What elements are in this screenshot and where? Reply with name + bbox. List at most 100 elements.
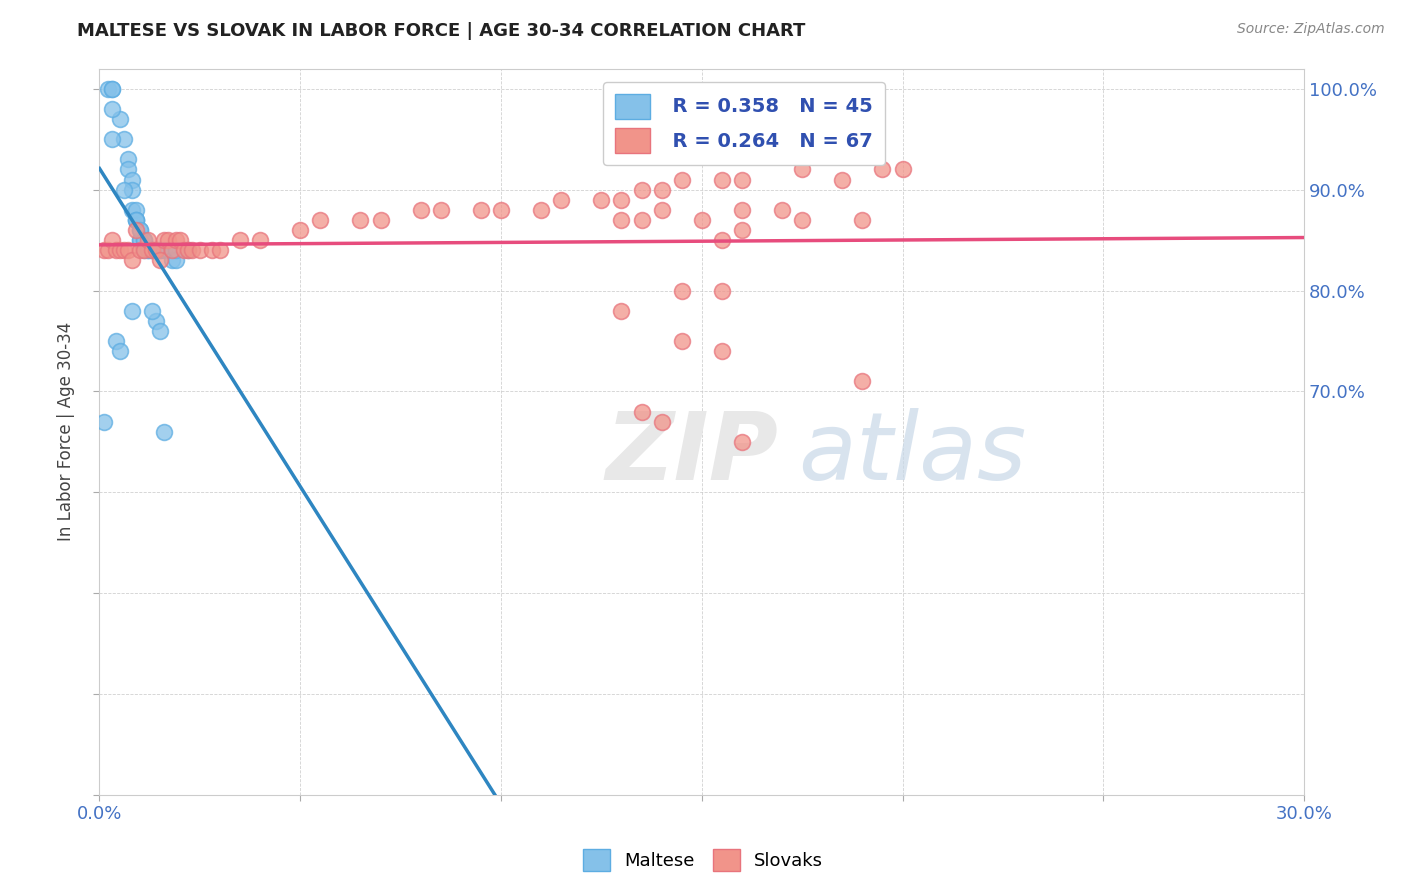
Point [160,243,183,257]
Point [173,243,195,257]
Point [132,233,155,247]
Point [149,253,172,268]
Point [132,233,155,247]
Point [349,213,371,227]
Point [145,314,167,328]
Point [671,284,693,298]
Point [108,344,131,359]
Point [128,243,150,257]
Point [530,202,553,217]
Point [731,223,754,237]
Point [792,162,814,177]
Text: MALTESE VS SLOVAK IN LABOR FORCE | AGE 30-34 CORRELATION CHART: MALTESE VS SLOVAK IN LABOR FORCE | AGE 3… [77,22,806,40]
Point [136,243,159,257]
Point [430,202,453,217]
Point [630,213,652,227]
Point [165,253,187,268]
Point [180,243,202,257]
Point [208,243,231,257]
Point [851,213,873,227]
Point [710,344,733,359]
Point [249,233,271,247]
Point [550,193,572,207]
Point [177,243,200,257]
Point [169,233,191,247]
Point [731,172,754,186]
Point [100,81,122,95]
Point [141,303,163,318]
Point [165,243,187,257]
Point [160,253,183,268]
Point [128,223,150,237]
Point [124,223,146,237]
Point [610,213,633,227]
Point [229,233,252,247]
Point [149,324,172,338]
Point [121,303,143,318]
Point [104,334,127,348]
Point [121,172,143,186]
Text: atlas: atlas [799,408,1026,500]
Point [409,202,432,217]
Point [470,202,492,217]
Point [128,233,150,247]
Point [124,213,146,227]
Point [792,213,814,227]
Point [93,415,115,429]
Point [100,132,122,146]
Point [610,303,633,318]
Point [651,183,673,197]
Point [891,162,914,177]
Point [489,202,512,217]
Point [93,243,115,257]
Point [690,213,713,227]
Point [156,243,179,257]
Point [630,183,652,197]
Legend: Maltese, Slovaks: Maltese, Slovaks [575,842,831,879]
Point [112,132,135,146]
Point [121,183,143,197]
Point [132,243,155,257]
Point [149,243,172,257]
Point [188,243,211,257]
Point [710,284,733,298]
Point [100,81,122,95]
Text: ZIP: ZIP [606,408,779,500]
Point [731,434,754,449]
Point [112,183,135,197]
Point [108,112,131,126]
Point [370,213,392,227]
Point [136,243,159,257]
Point [651,415,673,429]
Point [710,233,733,247]
Point [201,243,224,257]
Point [128,223,150,237]
Point [104,243,127,257]
Point [145,243,167,257]
Point [96,243,118,257]
Point [177,243,200,257]
Point [132,243,155,257]
Point [872,162,894,177]
Point [124,202,146,217]
Point [128,233,150,247]
Point [671,172,693,186]
Point [100,233,122,247]
Point [117,243,139,257]
Point [100,102,122,116]
Point [117,162,139,177]
Point [124,213,146,227]
Y-axis label: In Labor Force | Age 30-34: In Labor Force | Age 30-34 [58,322,75,541]
Point [145,243,167,257]
Point [136,233,159,247]
Point [651,202,673,217]
Point [152,243,174,257]
Point [156,233,179,247]
Point [141,243,163,257]
Point [290,223,312,237]
Point [710,172,733,186]
Point [671,334,693,348]
Point [141,243,163,257]
Point [165,233,187,247]
Point [121,202,143,217]
